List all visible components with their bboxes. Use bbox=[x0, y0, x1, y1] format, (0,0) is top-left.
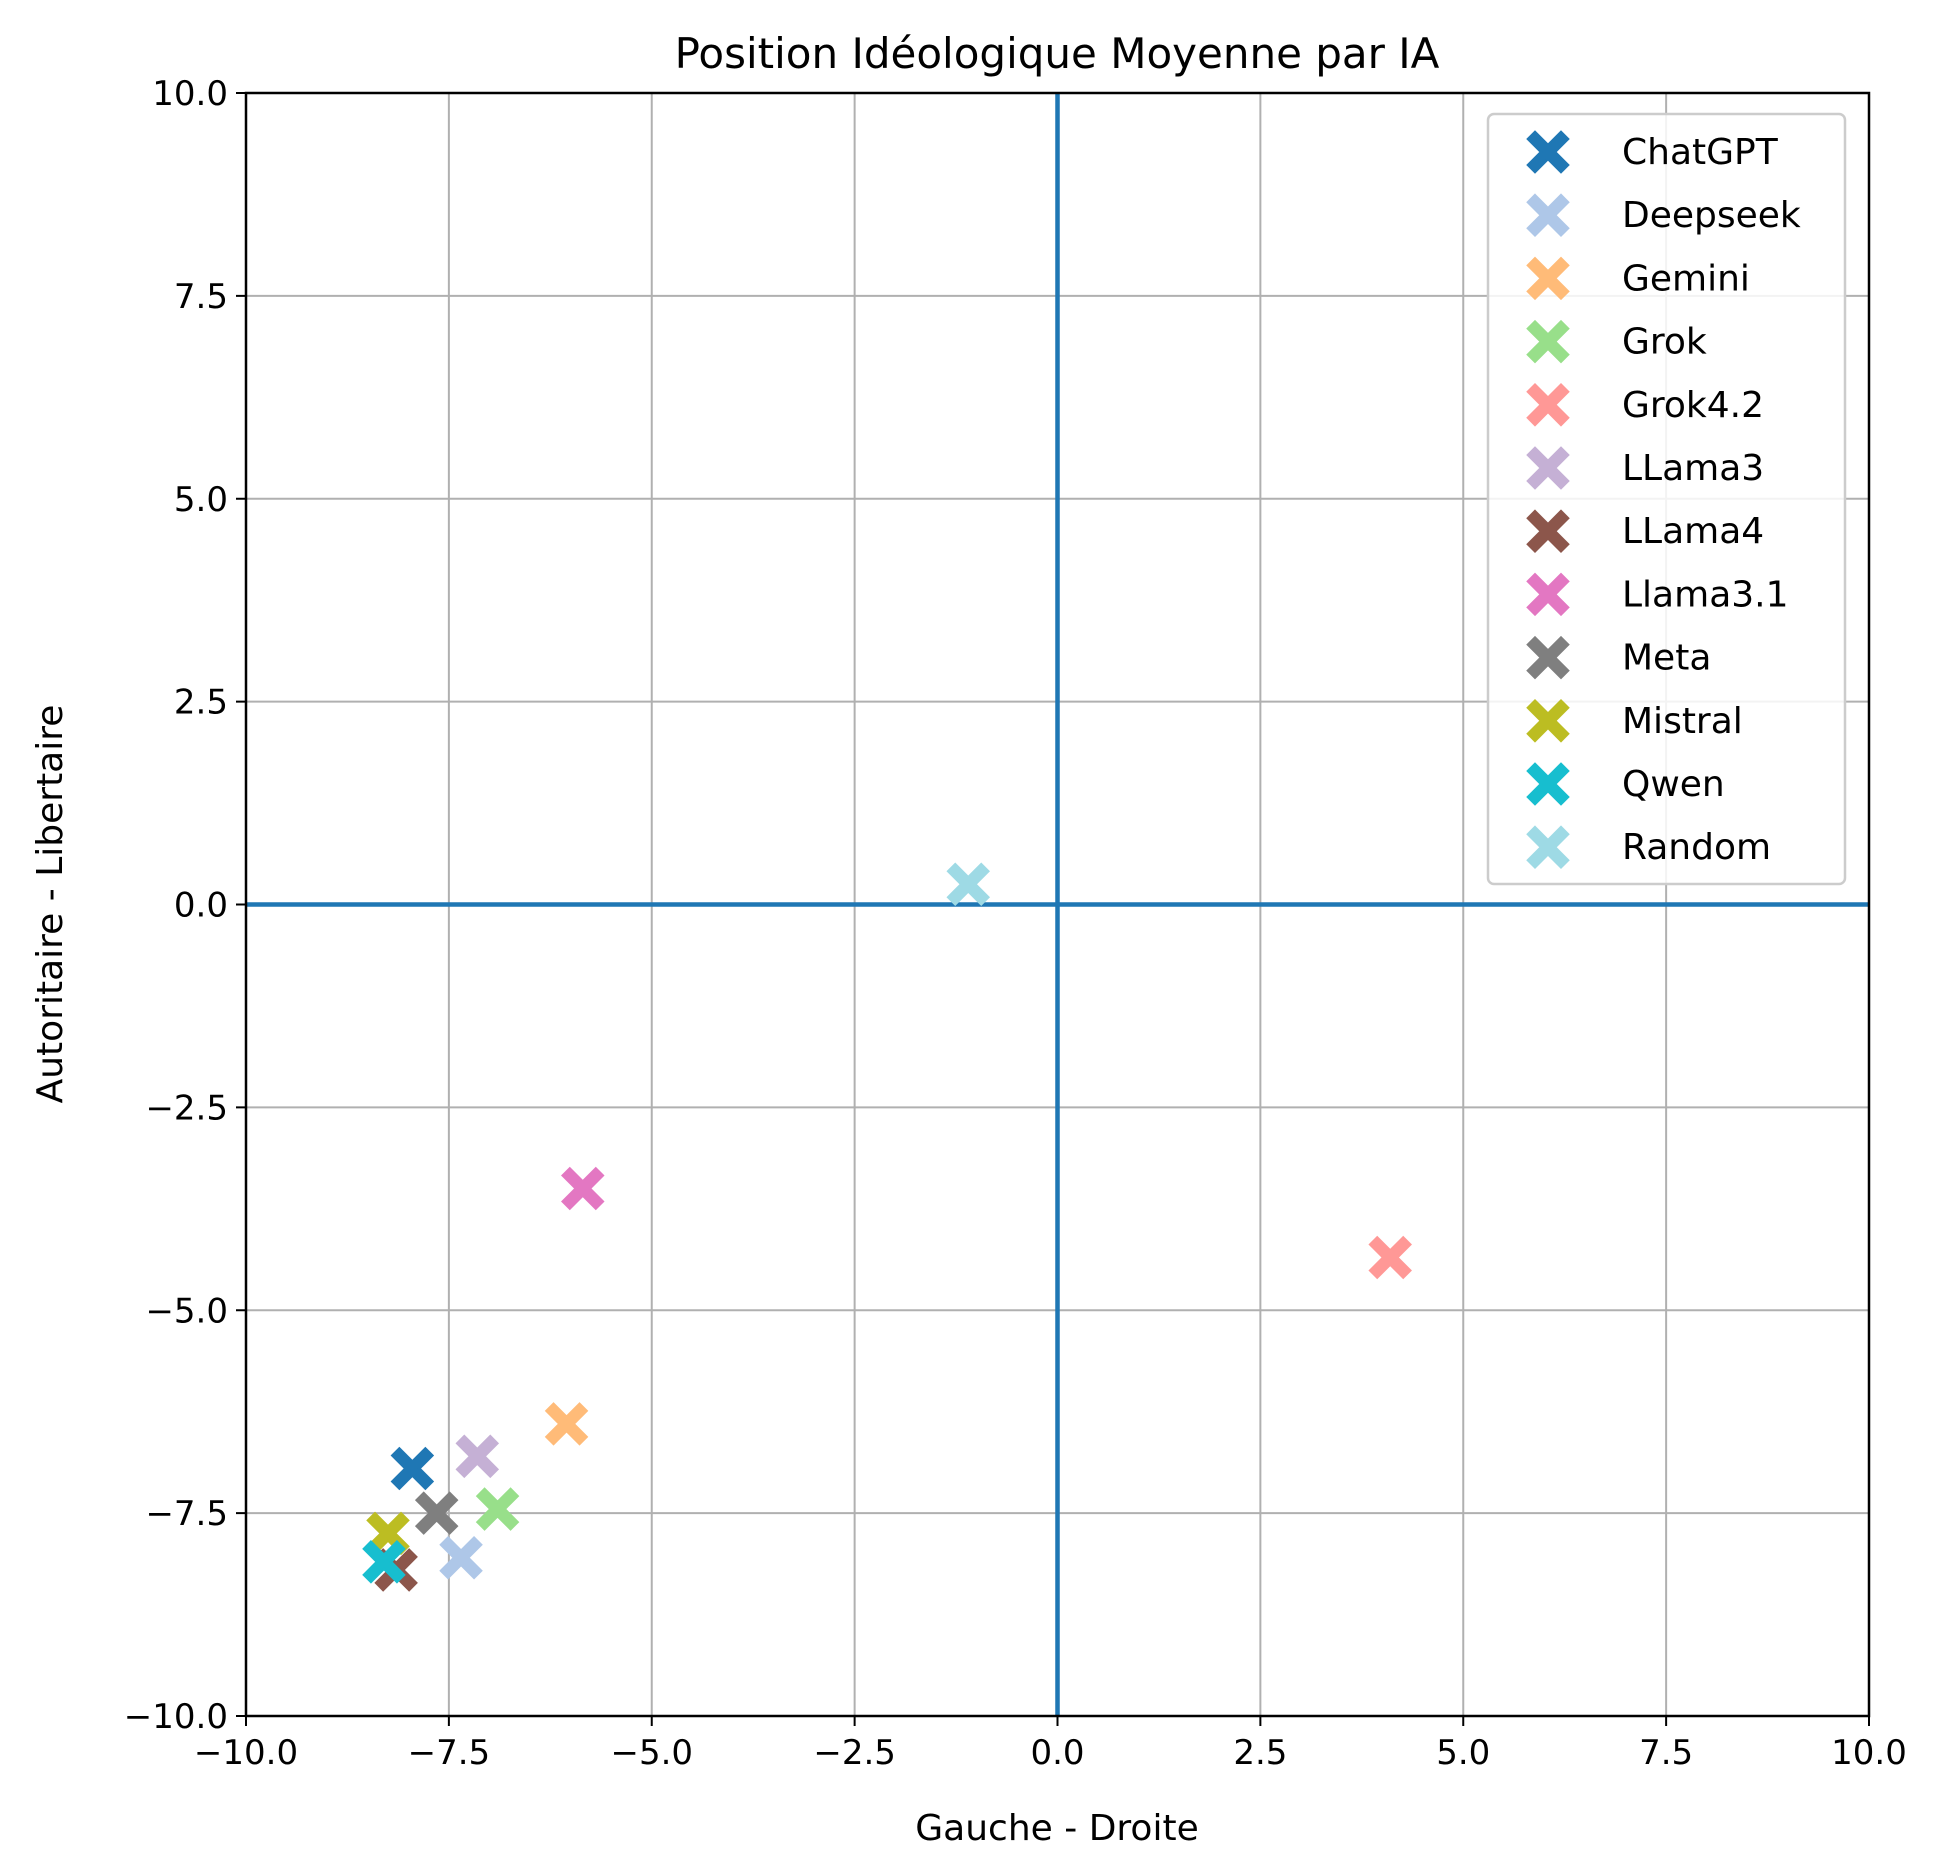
data-points bbox=[362, 862, 1412, 1592]
data-point-gemini bbox=[544, 1402, 589, 1446]
legend-label-random: Random bbox=[1622, 827, 1771, 868]
legend-box bbox=[1486, 112, 1847, 886]
x-axis-ticks: −10.0 −7.5 −5.0 −2.5 0.0 2.5 5.0 7.5 10.0 bbox=[194, 1716, 1907, 1773]
legend-label-deepseek: Deepseek bbox=[1622, 195, 1801, 236]
data-point-deepseek bbox=[439, 1535, 483, 1580]
legend-label-grok4-2: Grok4.2 bbox=[1622, 385, 1764, 426]
legend-label-qwen: Qwen bbox=[1622, 764, 1725, 805]
legend-marker-random bbox=[1526, 825, 1570, 869]
legend-marker-llama4 bbox=[1526, 509, 1570, 553]
y-tick-label: 7.5 bbox=[174, 277, 228, 317]
legend-label-llama3: LLama3 bbox=[1622, 448, 1764, 489]
legend-marker-chatgpt bbox=[1526, 130, 1570, 174]
legend-label-gemini: Gemini bbox=[1622, 258, 1750, 299]
y-tick-label: 5.0 bbox=[174, 480, 228, 520]
legend-label-meta: Meta bbox=[1622, 638, 1711, 679]
chart-title: Position Idéologique Moyenne par IA bbox=[675, 29, 1440, 78]
x-tick-label: 0.0 bbox=[1030, 1733, 1084, 1773]
y-axis-label: Autoritaire - Libertaire bbox=[30, 705, 71, 1104]
y-tick-label: 0.0 bbox=[174, 886, 228, 926]
legend-label-chatgpt: ChatGPT bbox=[1622, 132, 1779, 173]
data-point-grok4-2 bbox=[1368, 1235, 1412, 1280]
y-tick-label: 2.5 bbox=[174, 683, 228, 723]
legend-label-llama4: LLama4 bbox=[1622, 511, 1764, 552]
data-point-meta bbox=[414, 1491, 459, 1535]
data-point-random bbox=[946, 862, 991, 906]
legend-marker-llama3-1 bbox=[1526, 572, 1570, 617]
legend: ChatGPT Deepseek Gemini Grok Grok4.2 LLama3 LL… bbox=[1486, 112, 1847, 886]
data-point-llama3-1 bbox=[561, 1166, 605, 1211]
y-tick-label: 10.0 bbox=[152, 74, 228, 114]
legend-marker-meta bbox=[1526, 635, 1570, 680]
legend-label-grok: Grok bbox=[1622, 322, 1707, 363]
y-tick-label: −7.5 bbox=[145, 1494, 228, 1534]
data-point-chatgpt bbox=[390, 1446, 435, 1491]
x-tick-label: 2.5 bbox=[1233, 1733, 1287, 1773]
x-axis-label: Gauche - Droite bbox=[915, 1808, 1198, 1849]
data-point-qwen bbox=[362, 1540, 406, 1584]
legend-marker-llama3 bbox=[1526, 446, 1570, 490]
x-tick-label: −2.5 bbox=[813, 1733, 896, 1773]
data-point-grok bbox=[475, 1487, 520, 1531]
x-tick-label: −5.0 bbox=[610, 1733, 693, 1773]
data-point-llama3 bbox=[455, 1434, 500, 1479]
y-tick-label: −2.5 bbox=[145, 1088, 228, 1128]
legend-label-llama3-1: Llama3.1 bbox=[1622, 574, 1789, 615]
legend-marker-mistral bbox=[1526, 699, 1570, 743]
legend-marker-deepseek bbox=[1526, 193, 1570, 237]
legend-label-mistral: Mistral bbox=[1622, 701, 1743, 742]
legend-marker-grok bbox=[1526, 319, 1570, 364]
reference-lines bbox=[246, 93, 1869, 1716]
legend-marker-grok4-2 bbox=[1526, 383, 1570, 427]
y-tick-label: −5.0 bbox=[145, 1291, 228, 1331]
legend-marker-qwen bbox=[1526, 762, 1570, 806]
y-tick-label: −10.0 bbox=[124, 1697, 228, 1737]
x-tick-label: −10.0 bbox=[194, 1733, 298, 1773]
x-tick-label: 7.5 bbox=[1639, 1733, 1693, 1773]
x-tick-label: 10.0 bbox=[1831, 1733, 1907, 1773]
x-tick-label: 5.0 bbox=[1436, 1733, 1490, 1773]
x-tick-label: −7.5 bbox=[408, 1733, 491, 1773]
legend-marker-gemini bbox=[1526, 256, 1570, 301]
y-axis-ticks: −10.0 −7.5 −5.0 −2.5 0.0 2.5 5.0 7.5 10.0 bbox=[124, 74, 246, 1737]
